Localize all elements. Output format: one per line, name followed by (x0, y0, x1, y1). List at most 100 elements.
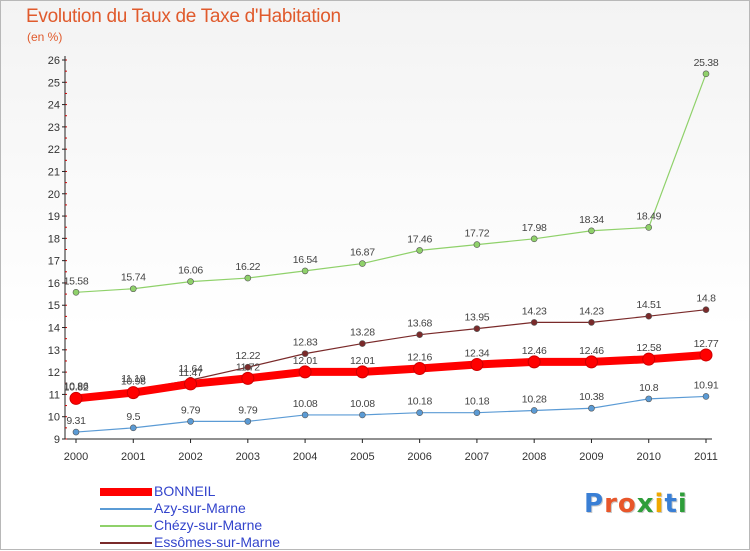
data-label: 11.47 (179, 367, 203, 379)
data-label: 14.51 (636, 299, 661, 311)
data-label: 12.01 (293, 355, 318, 367)
data-label: 17.72 (465, 228, 490, 240)
data-point (416, 331, 423, 338)
data-label: 17.46 (407, 233, 432, 245)
x-tick-label: 2003 (236, 451, 260, 463)
y-tick-label: 19 (48, 211, 60, 223)
logo-letter: x (636, 489, 655, 519)
data-point (588, 319, 595, 326)
data-point (642, 352, 656, 366)
data-label: 16.22 (235, 261, 260, 273)
data-label: 14.23 (522, 305, 547, 317)
legend-swatch (100, 488, 152, 496)
y-tick-label: 9 (54, 434, 60, 446)
data-point (416, 409, 423, 416)
y-tick-label: 14 (48, 323, 60, 335)
data-point (530, 407, 538, 414)
data-label: 10.82 (64, 381, 89, 393)
x-tick-label: 2010 (636, 451, 660, 463)
data-point (355, 365, 369, 379)
logo-letter: i (654, 489, 665, 519)
y-tick-label: 15 (48, 300, 60, 312)
legend-item: Essômes-sur-Marne (100, 534, 360, 551)
data-point (473, 409, 481, 416)
data-point (645, 224, 653, 231)
y-tick-label: 22 (48, 144, 60, 156)
data-point (413, 362, 427, 376)
data-label: 10.8 (639, 382, 659, 394)
data-point (187, 418, 194, 425)
data-label: 9.5 (126, 411, 140, 423)
y-tick-label: 17 (48, 256, 60, 268)
series-line-1 (75, 395, 707, 433)
legend-swatch (100, 525, 152, 527)
logo-letter: t (664, 489, 678, 519)
data-point (359, 260, 366, 267)
data-label: 12.34 (465, 348, 490, 360)
data-point (301, 411, 309, 419)
data-point (645, 312, 653, 320)
data-label: 10.08 (293, 398, 318, 410)
y-tick-label: 16 (48, 278, 60, 290)
legend-swatch (100, 508, 152, 510)
x-tick-label: 2001 (121, 451, 145, 463)
data-point (298, 365, 312, 379)
y-tick-label: 18 (48, 233, 60, 245)
data-point (702, 306, 710, 313)
data-label: 10.18 (465, 396, 490, 408)
data-label: 12.01 (350, 355, 375, 367)
data-point (69, 391, 83, 405)
data-label: 10.28 (522, 393, 547, 405)
data-point (588, 404, 595, 412)
data-point (244, 363, 252, 371)
data-point (301, 267, 309, 275)
data-point (702, 70, 710, 78)
y-tick-label: 26 (48, 55, 60, 67)
data-label: 9.79 (238, 404, 258, 416)
data-label: 15.58 (64, 275, 89, 287)
data-point (72, 289, 80, 296)
data-point (359, 340, 366, 347)
y-tick-label: 20 (48, 189, 60, 201)
x-tick-label: 2006 (407, 451, 431, 463)
data-point (241, 371, 255, 385)
legend-label: BONNEIL (154, 483, 216, 499)
data-point (530, 235, 538, 243)
x-tick-label: 2008 (522, 451, 546, 463)
data-point (702, 393, 710, 400)
y-tick-label: 21 (48, 166, 60, 178)
series-line-0 (75, 350, 707, 403)
x-tick-label: 2009 (579, 451, 603, 463)
data-label: 12.46 (579, 345, 604, 357)
data-label: 12.46 (522, 345, 547, 357)
data-point (359, 411, 366, 419)
data-label: 25.38 (694, 57, 719, 69)
data-point (72, 428, 80, 436)
data-point (530, 319, 538, 326)
legend-item: BONNEIL (100, 483, 360, 500)
proxiti-logo: Proxiti (584, 489, 688, 519)
data-point (473, 325, 481, 332)
data-label: 11.64 (179, 363, 203, 375)
chart-unit-label: (en %) (27, 30, 63, 44)
data-point (588, 227, 595, 235)
data-point (301, 350, 309, 357)
legend-swatch (100, 542, 152, 544)
logo-letter: o (617, 489, 637, 519)
data-label: 14.23 (579, 305, 604, 317)
y-tick-label: 25 (48, 77, 60, 89)
data-label: 9.79 (181, 404, 201, 416)
data-point (699, 348, 713, 362)
data-point (416, 247, 423, 254)
data-label: 17.98 (522, 222, 547, 234)
x-tick-label: 2002 (178, 451, 202, 463)
data-point (129, 285, 137, 293)
data-label: 10.18 (407, 396, 432, 408)
data-label: 15.74 (121, 272, 146, 284)
data-label: 18.34 (579, 214, 604, 226)
y-tick-label: 11 (49, 389, 60, 401)
logo-letter: r (604, 489, 618, 519)
data-label: 12.58 (636, 342, 661, 354)
